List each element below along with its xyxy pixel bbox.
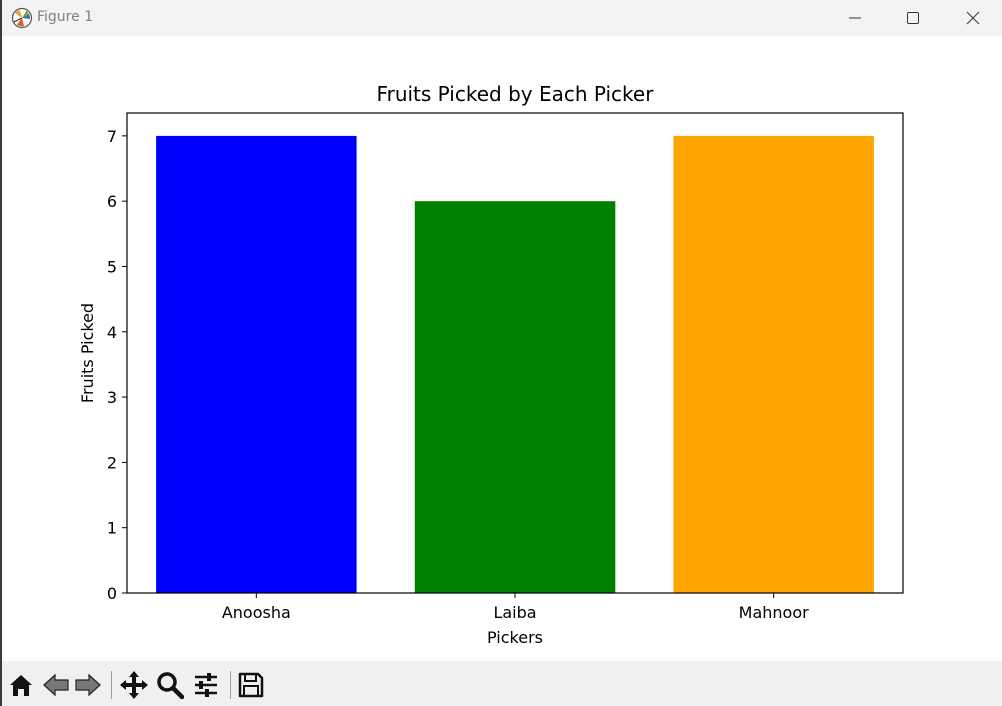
back-icon <box>43 673 69 697</box>
configure-subplots-icon <box>195 673 217 697</box>
x-tick-label: Anoosha <box>222 603 291 622</box>
save-icon <box>238 672 264 698</box>
x-tick-label: Mahnoor <box>739 603 809 622</box>
y-tick-label: 2 <box>107 453 117 472</box>
bar-chart: 0 1 2 3 4 5 6 7 Anoosha Laiba Mahnoor Fruits Pick… <box>78 82 904 647</box>
zoom-button[interactable] <box>154 669 186 701</box>
y-tick-label: 4 <box>107 323 117 342</box>
close-button[interactable] <box>944 0 1002 36</box>
configure-subplots-button[interactable] <box>190 669 222 701</box>
zoom-icon <box>157 672 184 699</box>
y-tick-label: 7 <box>107 127 117 146</box>
toolbar-separator <box>230 671 231 699</box>
x-tick-label: Laiba <box>493 603 536 622</box>
figure-canvas[interactable]: 0 1 2 3 4 5 6 7 Anoosha Laiba Mahnoor Fruits Pick… <box>2 36 1002 661</box>
title-bar[interactable]: Figure 1 <box>2 0 1002 36</box>
maximize-button[interactable] <box>884 0 942 36</box>
window-title: Figure 1 <box>37 9 94 25</box>
minimize-icon <box>849 17 861 19</box>
minimize-button[interactable] <box>826 0 884 36</box>
pan-button[interactable] <box>118 669 150 701</box>
home-icon <box>10 675 32 696</box>
y-tick-label: 0 <box>107 584 117 603</box>
forward-button[interactable] <box>72 669 104 701</box>
y-tick-label: 3 <box>107 388 117 407</box>
forward-icon <box>75 673 101 697</box>
y-axis-label: Fruits Picked <box>78 303 97 403</box>
back-button[interactable] <box>40 669 72 701</box>
chart-title: Fruits Picked by Each Picker <box>377 82 655 106</box>
bar-anoosha <box>156 135 357 593</box>
bar-mahnoor <box>673 135 874 593</box>
close-icon <box>966 11 980 25</box>
home-button[interactable] <box>5 669 37 701</box>
y-tick-label: 1 <box>107 519 117 538</box>
navigation-toolbar <box>2 661 1002 706</box>
y-tick-label: 5 <box>107 257 117 276</box>
save-button[interactable] <box>235 669 267 701</box>
maximize-icon <box>907 12 919 24</box>
matplotlib-logo-icon <box>11 7 33 29</box>
bar-laiba <box>414 201 616 593</box>
y-tick-label: 6 <box>107 192 117 211</box>
toolbar-separator <box>111 671 112 699</box>
x-axis-label: Pickers <box>487 628 543 647</box>
window-edge <box>0 0 2 706</box>
pan-icon <box>120 671 148 699</box>
